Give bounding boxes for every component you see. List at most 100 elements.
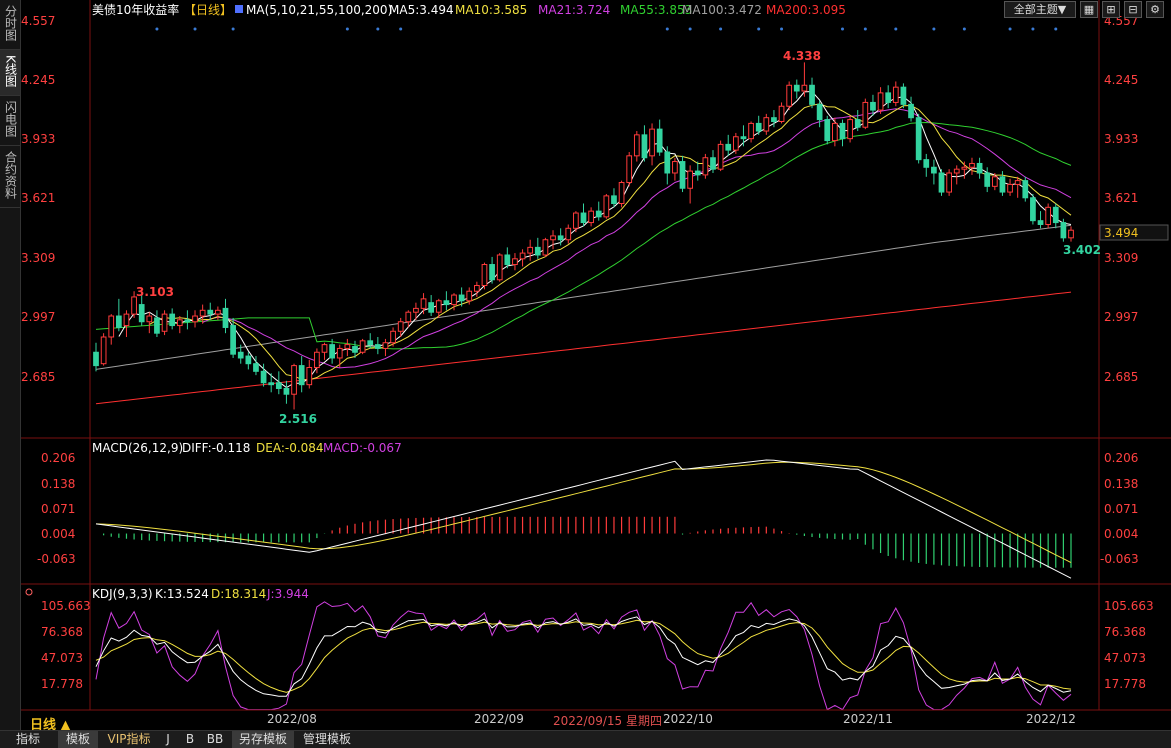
candle-body bbox=[976, 162, 983, 174]
ma21-value: MA21:3.724 bbox=[538, 3, 610, 17]
dea-line bbox=[95, 461, 1072, 564]
ma55-line bbox=[95, 121, 1072, 350]
price-tick-right: 3.933 bbox=[1104, 132, 1138, 146]
kdj-axis: 105.663 76.368 47.073 17.778 105.663 76.… bbox=[41, 599, 1154, 691]
signal-dot bbox=[932, 27, 936, 31]
candle-body bbox=[131, 296, 137, 315]
period-label: 【日线】 bbox=[184, 3, 232, 17]
tab-templates[interactable]: 模板 bbox=[58, 731, 98, 748]
candle-body bbox=[991, 176, 998, 187]
sidebar-item-label: 分时图 bbox=[3, 5, 18, 41]
candle-body bbox=[512, 258, 518, 266]
tab-save-template[interactable]: 另存模板 bbox=[232, 731, 294, 748]
macd-value: MACD:-0.067 bbox=[323, 441, 402, 455]
layout-icon[interactable]: ⊟ bbox=[1124, 1, 1142, 18]
candle-body bbox=[184, 319, 191, 323]
tab-b[interactable]: B bbox=[185, 732, 195, 746]
macd-tick-right: 0.206 bbox=[1104, 451, 1138, 465]
candle-body bbox=[641, 134, 648, 159]
signal-dot bbox=[962, 27, 966, 31]
signal-dot bbox=[665, 27, 669, 31]
candle-body bbox=[748, 122, 754, 140]
price-tick: 2.685 bbox=[21, 370, 55, 384]
macd-tick: -0.063 bbox=[37, 552, 76, 566]
macd-tick-right: 0.071 bbox=[1104, 502, 1138, 516]
macd-tick: 0.206 bbox=[41, 451, 75, 465]
candle-body bbox=[314, 351, 320, 369]
signal-dot bbox=[757, 27, 761, 31]
grid-icon[interactable]: ▦ bbox=[1080, 1, 1098, 18]
sidebar-item-contract-info[interactable]: 合约资料 bbox=[0, 146, 20, 208]
candle-body bbox=[481, 264, 488, 287]
ma10-value: MA10:3.585 bbox=[455, 3, 527, 17]
left-sidebar: 分时图 K线图 闪电图 合约资料 bbox=[0, 0, 21, 730]
candle-body bbox=[1068, 229, 1074, 239]
candle-body bbox=[146, 315, 153, 323]
current-price: 3.494 bbox=[1104, 226, 1138, 240]
candle-body bbox=[862, 101, 869, 128]
tab-bb[interactable]: BB bbox=[206, 732, 224, 746]
candle-body bbox=[938, 172, 945, 193]
x-label: 2022/08 bbox=[267, 712, 317, 726]
left-high-annotation: 3.103 bbox=[136, 285, 174, 299]
kdj-k: K:13.524 bbox=[155, 587, 209, 601]
candle-body bbox=[169, 313, 176, 327]
signal-dot bbox=[894, 27, 898, 31]
candlesticks bbox=[93, 62, 1074, 410]
candle-body bbox=[633, 134, 640, 157]
tab-indicators[interactable]: 指标 bbox=[15, 732, 40, 746]
candle-body bbox=[154, 317, 160, 334]
candle-body bbox=[687, 170, 694, 189]
candle-body bbox=[1060, 222, 1067, 239]
candle-body bbox=[816, 103, 823, 121]
kdj-tick: 105.663 bbox=[41, 599, 91, 613]
macd-legend: MACD(26,12,9) DIFF:-0.118 DEA:-0.084 MAC… bbox=[92, 441, 402, 455]
ma-params-label: MA(5,10,21,55,100,200) bbox=[246, 3, 392, 17]
candle-body bbox=[161, 313, 168, 332]
tab-j[interactable]: J bbox=[166, 732, 170, 746]
price-tick: 3.621 bbox=[21, 191, 55, 205]
candle-body bbox=[306, 367, 313, 386]
candle-body bbox=[1030, 197, 1036, 222]
macd-tick-right: 0.004 bbox=[1104, 527, 1138, 541]
candle-body bbox=[367, 340, 374, 346]
kdj-settings-icon[interactable] bbox=[25, 588, 33, 596]
tab-vip-indicators[interactable]: VIP指标 bbox=[107, 732, 151, 746]
sidebar-item-timeshare[interactable]: 分时图 bbox=[0, 0, 20, 50]
candle-body bbox=[908, 103, 914, 119]
ma5-line bbox=[118, 90, 1072, 389]
kdj-tick-right: 105.663 bbox=[1104, 599, 1154, 613]
theme-select[interactable]: 全部主题▼ bbox=[1004, 1, 1076, 18]
candle-body bbox=[755, 122, 762, 132]
signal-dot bbox=[1031, 27, 1035, 31]
signal-dot bbox=[231, 27, 235, 31]
candle-body bbox=[275, 382, 282, 389]
low-annotation: 2.516 bbox=[279, 412, 317, 426]
period-button[interactable]: 日线 ▲ bbox=[30, 718, 71, 733]
x-label: 2022/11 bbox=[843, 712, 893, 726]
crosshair-icon[interactable]: ⊞ bbox=[1102, 1, 1120, 18]
price-tick: 3.933 bbox=[21, 132, 55, 146]
x-label: 2022/10 bbox=[663, 712, 713, 726]
price-tick-right: 3.309 bbox=[1104, 251, 1138, 265]
sidebar-item-flash[interactable]: 闪电图 bbox=[0, 96, 20, 146]
chart-grid bbox=[89, 0, 1100, 710]
settings-icon[interactable]: ⚙ bbox=[1146, 1, 1164, 18]
candle-body bbox=[420, 298, 427, 309]
top-controls: 全部主题▼ ▦ ⊞ ⊟ ⚙ bbox=[1004, 1, 1164, 18]
sidebar-item-label: 合约资料 bbox=[3, 150, 18, 199]
candle-body bbox=[207, 309, 214, 315]
ma5-value: MA5:3.494 bbox=[389, 3, 454, 17]
sidebar-item-kline[interactable]: K线图 bbox=[0, 50, 20, 96]
candle-body bbox=[732, 136, 739, 151]
candle-body bbox=[900, 86, 907, 105]
candle-body bbox=[374, 344, 381, 349]
tab-manage-templates[interactable]: 管理模板 bbox=[302, 732, 351, 746]
kline-chart[interactable]: 4.557 4.245 3.933 3.621 3.309 2.997 2.68… bbox=[21, 0, 1171, 730]
signal-dot bbox=[193, 27, 197, 31]
kdj-tick-right: 76.368 bbox=[1104, 625, 1146, 639]
macd-tick: 0.071 bbox=[41, 502, 75, 516]
macd-tick-right: 0.138 bbox=[1104, 477, 1138, 491]
candle-body bbox=[451, 294, 457, 306]
candle-body bbox=[649, 128, 655, 157]
